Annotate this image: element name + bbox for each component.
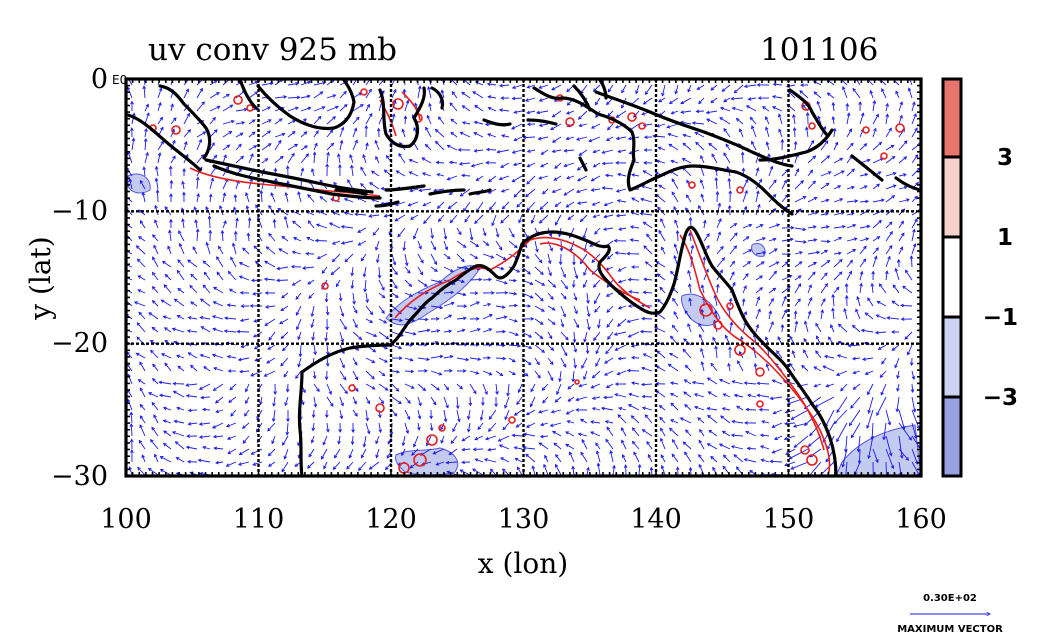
y-zero-suffix: E0 [112, 73, 127, 87]
coast-java [204, 158, 374, 194]
colorbar-label: 3 [997, 145, 1013, 171]
coast-borneo [256, 79, 356, 131]
x-tick-label: 100 [100, 504, 152, 535]
reference-vector-legend: 0.30E+02 MAXIMUM VECTOR [897, 593, 1003, 635]
gridlines [126, 79, 921, 476]
axis-ticks [125, 78, 922, 477]
y-tick-labels: 0 −10 −20 −30 [51, 64, 108, 492]
map-date: 101106 [760, 32, 878, 68]
x-axis-label: x (lon) [478, 547, 568, 580]
x-tick-labels: 100 110 120 130 140 150 160 [100, 504, 947, 535]
colorbar-frame [941, 77, 963, 478]
y-tick-label: −10 [51, 196, 108, 227]
y-tick-label: −20 [51, 328, 108, 359]
y-tick-label: 0 [91, 64, 108, 95]
y-tick-label: −30 [51, 461, 108, 492]
coastlines [126, 79, 921, 476]
x-tick-label: 120 [365, 504, 417, 535]
colorbar-segment [943, 317, 961, 397]
colorbar-label: −1 [983, 305, 1018, 331]
colorbar-label: −3 [983, 385, 1018, 411]
x-tick-label: 110 [233, 504, 285, 535]
coast-sumatra [126, 113, 202, 172]
y-axis-label: y (lat) [24, 236, 57, 320]
x-tick-label: 140 [630, 504, 682, 535]
x-tick-label: 160 [895, 504, 947, 535]
x-tick-label: 130 [498, 504, 550, 535]
colorbar-segment [943, 397, 961, 476]
colorbar-segment [943, 237, 961, 317]
plot-area [124, 77, 923, 478]
reference-vector-magnitude: 0.30E+02 [923, 593, 977, 604]
colorbar-segment [943, 79, 961, 157]
colorbar-segment [943, 157, 961, 237]
coast-australia [297, 225, 838, 476]
x-tick-label: 150 [763, 504, 815, 535]
reference-vector-caption: MAXIMUM VECTOR [897, 624, 1003, 635]
colorbar-label: 1 [997, 225, 1013, 251]
colorbar: 3 1 −1 −3 [941, 77, 1018, 478]
coast-sulawesi [378, 86, 426, 149]
map-title: uv conv 925 mb [148, 32, 397, 68]
